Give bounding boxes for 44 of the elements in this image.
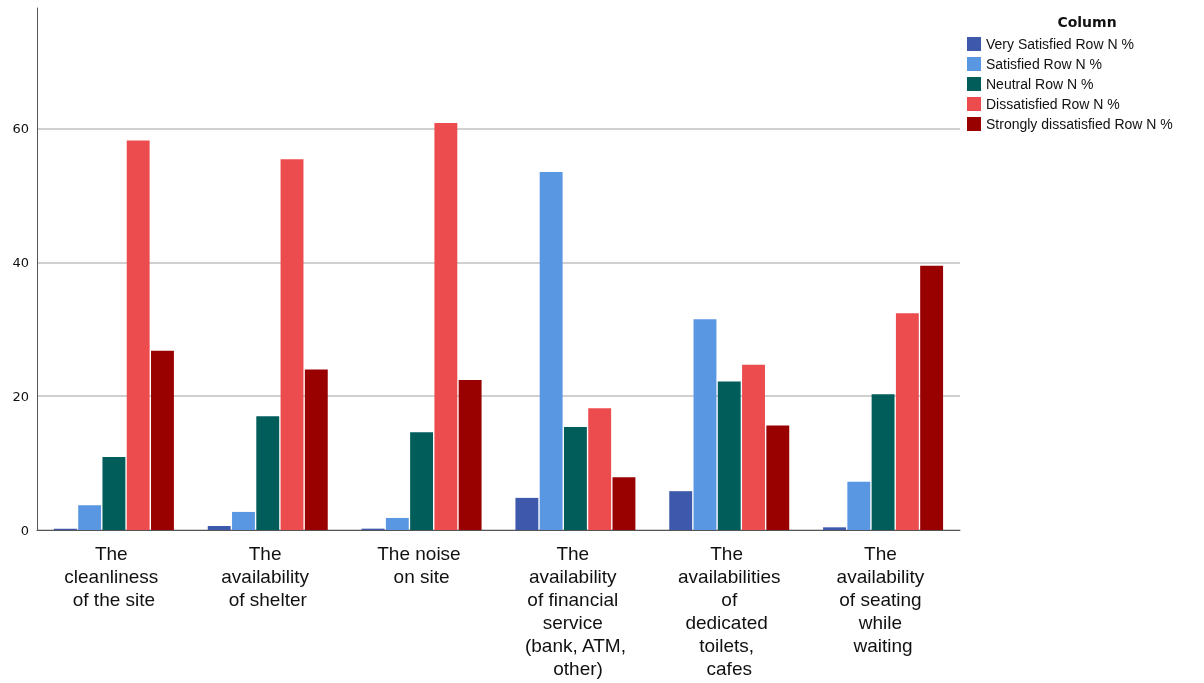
bar <box>920 265 944 530</box>
x-tick-label: The availabilities of dedicated toilets, cafes <box>678 543 781 679</box>
y-tick-label: 0 <box>20 522 29 538</box>
bar <box>434 123 458 530</box>
bar <box>895 313 919 530</box>
bar <box>871 394 895 530</box>
bar <box>669 491 693 530</box>
bar <box>717 381 741 530</box>
bar <box>151 350 174 530</box>
bar <box>515 497 539 530</box>
bar <box>256 416 280 530</box>
bar <box>232 511 255 530</box>
bar <box>563 426 587 530</box>
x-tick-label: The cleanliness of the site <box>64 543 164 610</box>
bar <box>102 457 126 530</box>
bar <box>410 432 434 530</box>
y-tick-label: 20 <box>12 388 29 404</box>
legend-label: Neutral Row N % <box>986 76 1094 92</box>
bar <box>280 159 304 530</box>
y-tick-label: 60 <box>12 120 29 136</box>
bar <box>78 505 102 530</box>
bar <box>847 481 871 530</box>
x-tick-label: The availability of seating while waiting <box>836 543 930 656</box>
bar <box>207 525 231 530</box>
bar <box>693 319 717 530</box>
bar <box>385 517 409 530</box>
legend-label: Dissatisfied Row N % <box>986 96 1120 112</box>
legend-label: Satisfied Row N % <box>986 56 1102 72</box>
bar <box>742 364 765 530</box>
bar <box>126 140 150 530</box>
legend-title: Column <box>1057 14 1117 30</box>
legend-label: Very Satisfied Row N % <box>986 36 1134 52</box>
x-tick-label: The availability of shelter <box>221 543 315 610</box>
y-tick-label: 40 <box>12 254 29 270</box>
bar <box>766 425 790 530</box>
x-tick-label: The noise on site <box>377 543 466 587</box>
bar <box>458 380 482 530</box>
bar <box>304 369 328 530</box>
bar <box>823 527 846 530</box>
bar <box>588 408 612 530</box>
bar <box>539 171 563 530</box>
x-tick-label: The availability of financial service (bank, ATM, other) <box>524 543 626 679</box>
legend-label: Strongly dissatisfied Row N % <box>986 116 1173 132</box>
bar <box>612 477 636 530</box>
